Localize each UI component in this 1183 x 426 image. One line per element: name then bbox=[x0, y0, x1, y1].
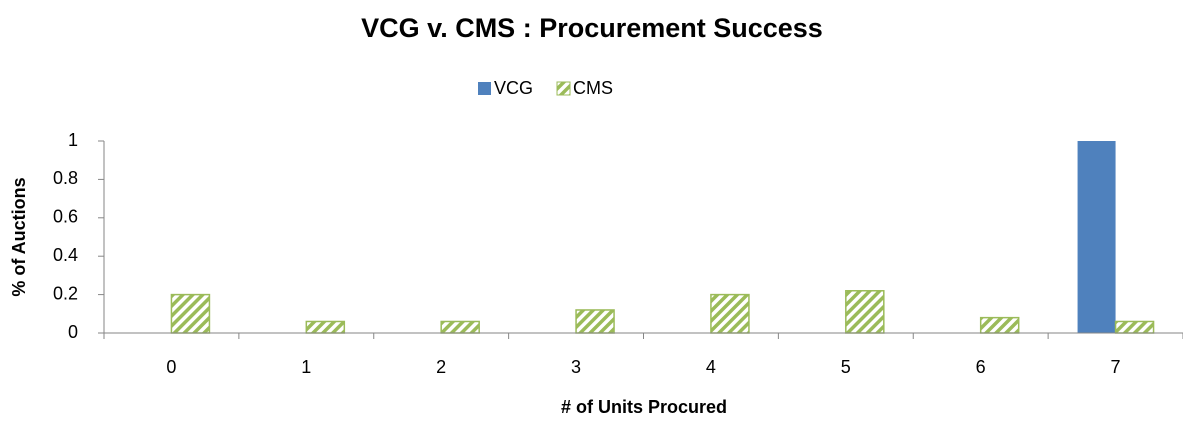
legend-swatch bbox=[556, 81, 571, 96]
legend-label: VCG bbox=[494, 78, 533, 98]
y-tick-label: 0.8 bbox=[53, 168, 78, 188]
y-tick-label: 0.6 bbox=[53, 207, 78, 227]
x-axis-label: # of Units Procured bbox=[561, 397, 727, 417]
y-tick-label: 0.4 bbox=[53, 245, 78, 265]
y-tick-label: 0 bbox=[68, 322, 78, 342]
bar bbox=[170, 293, 211, 334]
legend-swatch bbox=[478, 82, 491, 95]
bar bbox=[979, 316, 1020, 334]
x-tick-label: 2 bbox=[436, 357, 446, 377]
x-tick-label: 4 bbox=[706, 357, 716, 377]
y-tick-label: 1 bbox=[68, 130, 78, 150]
chart-title: VCG v. CMS : Procurement Success bbox=[361, 13, 823, 43]
bar bbox=[575, 309, 615, 334]
x-tick-label: 6 bbox=[976, 357, 986, 377]
bar bbox=[305, 320, 346, 334]
x-tick-label: 3 bbox=[571, 357, 581, 377]
x-tick-label: 5 bbox=[841, 357, 851, 377]
y-axis-label: % of Auctions bbox=[9, 177, 29, 296]
x-tick-label: 7 bbox=[1111, 357, 1121, 377]
x-tick-label: 1 bbox=[301, 357, 311, 377]
y-tick-label: 0.2 bbox=[53, 283, 78, 303]
bar bbox=[440, 320, 480, 334]
bar bbox=[1114, 320, 1155, 334]
x-tick-label: 0 bbox=[166, 357, 176, 377]
bar bbox=[710, 293, 750, 334]
legend-label: CMS bbox=[573, 78, 613, 98]
bar bbox=[1077, 141, 1116, 333]
bar bbox=[845, 290, 885, 334]
